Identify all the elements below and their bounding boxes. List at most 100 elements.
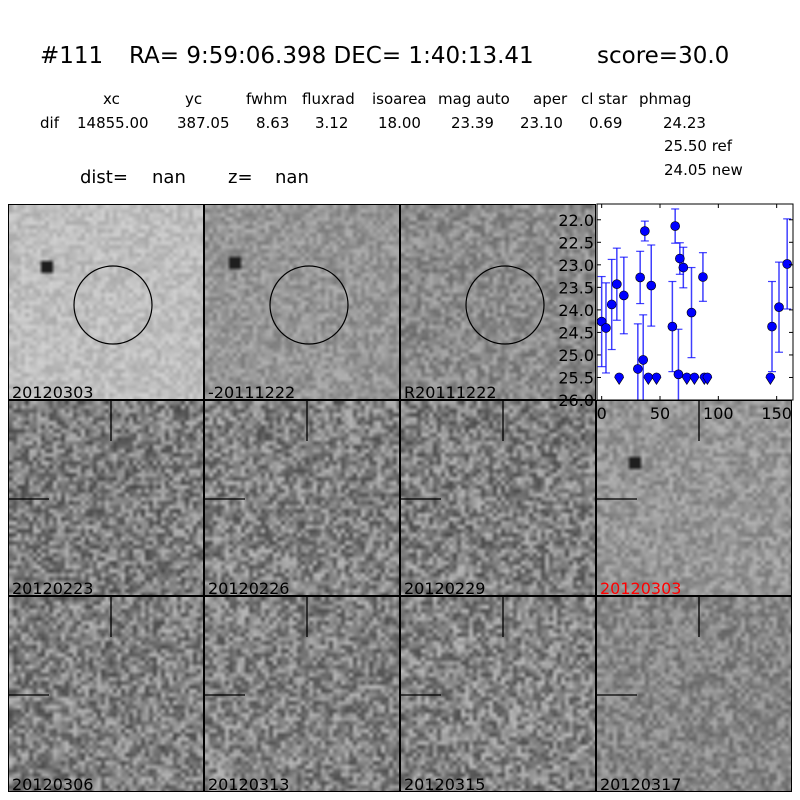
stamp-image [597, 597, 791, 791]
col-header-mag-auto: mag auto [438, 90, 510, 108]
stamp-date-label: R20111222 [404, 383, 497, 400]
plot-frame [596, 203, 794, 401]
stamp-image [9, 597, 203, 791]
stamp-date-label: 20120303 [12, 383, 94, 400]
data-point [638, 355, 649, 365]
image-stamp: 20120315 [400, 596, 596, 792]
upper-limit-point [765, 372, 776, 386]
stamp-image [597, 401, 791, 595]
stamp-image [401, 205, 595, 399]
data-point [774, 302, 784, 312]
value-fluxrad: 3.12 [315, 114, 349, 132]
stamp-date-label: -20111222 [208, 383, 296, 400]
image-stamp: 20120317 [596, 596, 792, 792]
data-point [606, 299, 617, 310]
data-point [633, 364, 643, 374]
x-tick-label: 0 [597, 404, 607, 423]
stamp-date-label: 20120223 [12, 579, 94, 596]
data-point [601, 323, 611, 333]
image-stamp: -20111222 [204, 204, 400, 400]
data-point [612, 279, 622, 290]
z-label: z= [228, 167, 253, 188]
ref-mag: 25.50 ref [664, 137, 733, 155]
stamp-image [9, 401, 203, 595]
col-header-cl-star: cl star [581, 90, 628, 108]
col-header-fwhm: fwhm [246, 90, 288, 108]
dist-value: nan [152, 167, 186, 188]
value-mag-auto: 23.39 [451, 114, 494, 132]
y-tick-label: 25.5 [558, 368, 594, 387]
value-yc: 387.05 [177, 114, 230, 132]
new-mag: 24.05 new [664, 161, 743, 179]
image-stamp: 20120303 [8, 204, 204, 400]
data-point [667, 321, 678, 332]
value-isoarea: 18.00 [378, 114, 421, 132]
candidate-id: #111 [40, 43, 104, 69]
upper-limit-point [651, 372, 662, 386]
col-header-phmag: phmag [639, 90, 692, 108]
data-point [640, 226, 650, 236]
data-point [698, 272, 708, 282]
dist-label: dist= [80, 167, 128, 188]
image-stamp: 20120306 [8, 596, 204, 792]
value-aper: 23.10 [520, 114, 563, 132]
stamp-date-label: 20120313 [208, 775, 290, 792]
data-point [673, 369, 684, 380]
image-stamp: R20111222 [400, 204, 596, 400]
col-header-xc: xc [103, 90, 120, 108]
stamp-date-label: 20120317 [600, 775, 682, 792]
value-phmag: 24.23 [663, 114, 706, 132]
data-point [670, 221, 680, 231]
stamp-date-label: 20120229 [404, 579, 486, 596]
y-tick-label: 25.0 [558, 346, 594, 365]
col-header-yc: yc [185, 90, 203, 108]
y-tick-label: 23.5 [558, 278, 594, 297]
x-tick-label: 100 [703, 404, 734, 423]
stamp-image [205, 205, 399, 399]
col-header-fluxrad: fluxrad [302, 90, 355, 108]
col-header-aper: aper [533, 90, 568, 108]
stamp-date-label: 20120226 [208, 579, 290, 596]
aperture-circle [465, 265, 545, 345]
x-tick-label: 150 [761, 404, 792, 423]
data-point [675, 253, 685, 264]
y-tick-label: 22.5 [558, 233, 594, 252]
z-value: nan [275, 167, 309, 188]
light-curve-chart: 0 50 100 150 22.0 22.5 23.0 23.5 24.0 24.5 25.0 25.… [558, 203, 794, 423]
image-stamp: 20120226 [204, 400, 400, 596]
data-point [635, 272, 645, 283]
aperture-circle [269, 265, 349, 345]
stamp-image [205, 597, 399, 791]
stamp-image [9, 205, 203, 399]
image-stamp: 20120303 [596, 400, 792, 596]
data-point [782, 259, 792, 269]
upper-limit-point [689, 372, 700, 386]
data-point [678, 262, 689, 273]
data-layer [597, 208, 792, 400]
data-point [686, 307, 697, 318]
y-tick-label: 22.0 [558, 211, 594, 230]
upper-limit-point [702, 372, 713, 386]
stamp-image [205, 401, 399, 595]
plot-area [597, 204, 793, 400]
image-stamp: 20120223 [8, 400, 204, 596]
value-xc: 14855.00 [77, 114, 149, 132]
col-header-isoarea: isoarea [372, 90, 427, 108]
y-tick-label: 23.0 [558, 256, 594, 275]
upper-limit-point [614, 372, 624, 386]
y-tick-label: 26.0 [558, 391, 594, 410]
image-stamp: 20120313 [204, 596, 400, 792]
candidate-coordinates: RA= 9:59:06.398 DEC= 1:40:13.41 [129, 43, 534, 69]
data-point [767, 321, 777, 332]
row-label-dif: dif [40, 114, 59, 132]
y-tick-label: 24.5 [558, 323, 594, 342]
stamp-date-label: 20120306 [12, 775, 94, 792]
data-point [619, 290, 629, 301]
image-stamp: 20120229 [400, 400, 596, 596]
y-tick-label: 24.0 [558, 301, 594, 320]
x-tick-label: 50 [650, 404, 670, 423]
stamp-date-label: 20120303 [600, 579, 682, 596]
value-fwhm: 8.63 [256, 114, 290, 132]
candidate-score: score=30.0 [597, 43, 730, 69]
